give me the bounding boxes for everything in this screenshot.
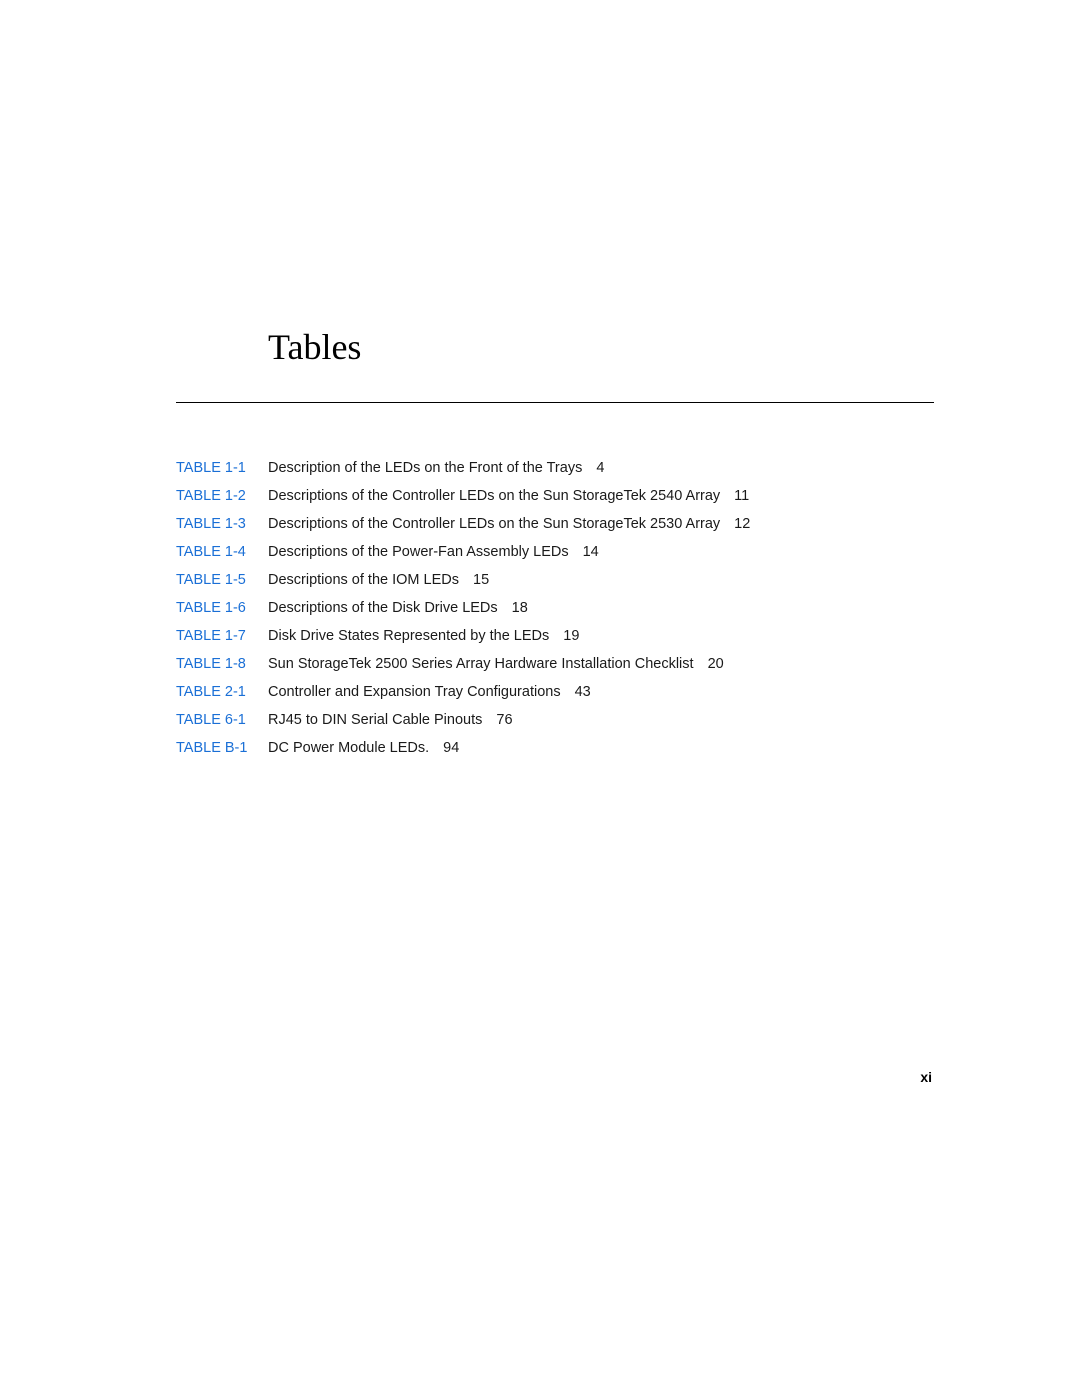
- toc-label[interactable]: TABLE 2-1: [176, 678, 268, 706]
- toc-row: TABLE 1-6 Descriptions of the Disk Drive…: [176, 594, 934, 622]
- toc-label[interactable]: TABLE 1-3: [176, 510, 268, 538]
- document-page: Tables TABLE 1-1 Description of the LEDs…: [0, 0, 1080, 1397]
- toc-desc: RJ45 to DIN Serial Cable Pinouts: [268, 706, 482, 734]
- page-title: Tables: [268, 326, 361, 368]
- toc-label[interactable]: TABLE 1-2: [176, 482, 268, 510]
- toc-page: 12: [734, 510, 750, 538]
- toc-row: TABLE 1-2 Descriptions of the Controller…: [176, 482, 934, 510]
- toc-row: TABLE 1-5 Descriptions of the IOM LEDs 1…: [176, 566, 934, 594]
- toc-desc: Descriptions of the Power-Fan Assembly L…: [268, 538, 569, 566]
- tables-toc: TABLE 1-1 Description of the LEDs on the…: [176, 454, 934, 762]
- toc-desc: Controller and Expansion Tray Configurat…: [268, 678, 561, 706]
- toc-page: 14: [583, 538, 599, 566]
- toc-row: TABLE 1-8 Sun StorageTek 2500 Series Arr…: [176, 650, 934, 678]
- toc-row: TABLE 2-1 Controller and Expansion Tray …: [176, 678, 934, 706]
- toc-desc: Sun StorageTek 2500 Series Array Hardwar…: [268, 650, 694, 678]
- toc-desc: Description of the LEDs on the Front of …: [268, 454, 582, 482]
- toc-desc: Disk Drive States Represented by the LED…: [268, 622, 549, 650]
- toc-label[interactable]: TABLE 1-1: [176, 454, 268, 482]
- toc-row: TABLE 1-7 Disk Drive States Represented …: [176, 622, 934, 650]
- toc-desc: Descriptions of the Controller LEDs on t…: [268, 482, 720, 510]
- toc-label[interactable]: TABLE 1-8: [176, 650, 268, 678]
- toc-page: 11: [734, 482, 749, 510]
- toc-desc: DC Power Module LEDs.: [268, 734, 429, 762]
- toc-page: 15: [473, 566, 489, 594]
- toc-page: 4: [596, 454, 604, 482]
- toc-page: 20: [708, 650, 724, 678]
- toc-row: TABLE 1-1 Description of the LEDs on the…: [176, 454, 934, 482]
- toc-page: 76: [496, 706, 512, 734]
- toc-page: 19: [563, 622, 579, 650]
- toc-label[interactable]: TABLE 6-1: [176, 706, 268, 734]
- page-number: xi: [920, 1069, 932, 1085]
- toc-label[interactable]: TABLE 1-6: [176, 594, 268, 622]
- toc-page: 18: [512, 594, 528, 622]
- toc-page: 43: [575, 678, 591, 706]
- toc-label[interactable]: TABLE 1-5: [176, 566, 268, 594]
- toc-desc: Descriptions of the IOM LEDs: [268, 566, 459, 594]
- toc-row: TABLE 1-4 Descriptions of the Power-Fan …: [176, 538, 934, 566]
- toc-label[interactable]: TABLE 1-7: [176, 622, 268, 650]
- toc-row: TABLE B-1 DC Power Module LEDs. 94: [176, 734, 934, 762]
- toc-desc: Descriptions of the Disk Drive LEDs: [268, 594, 498, 622]
- toc-label[interactable]: TABLE 1-4: [176, 538, 268, 566]
- toc-row: TABLE 6-1 RJ45 to DIN Serial Cable Pinou…: [176, 706, 934, 734]
- toc-row: TABLE 1-3 Descriptions of the Controller…: [176, 510, 934, 538]
- horizontal-rule: [176, 402, 934, 403]
- toc-label[interactable]: TABLE B-1: [176, 734, 268, 762]
- toc-desc: Descriptions of the Controller LEDs on t…: [268, 510, 720, 538]
- toc-page: 94: [443, 734, 459, 762]
